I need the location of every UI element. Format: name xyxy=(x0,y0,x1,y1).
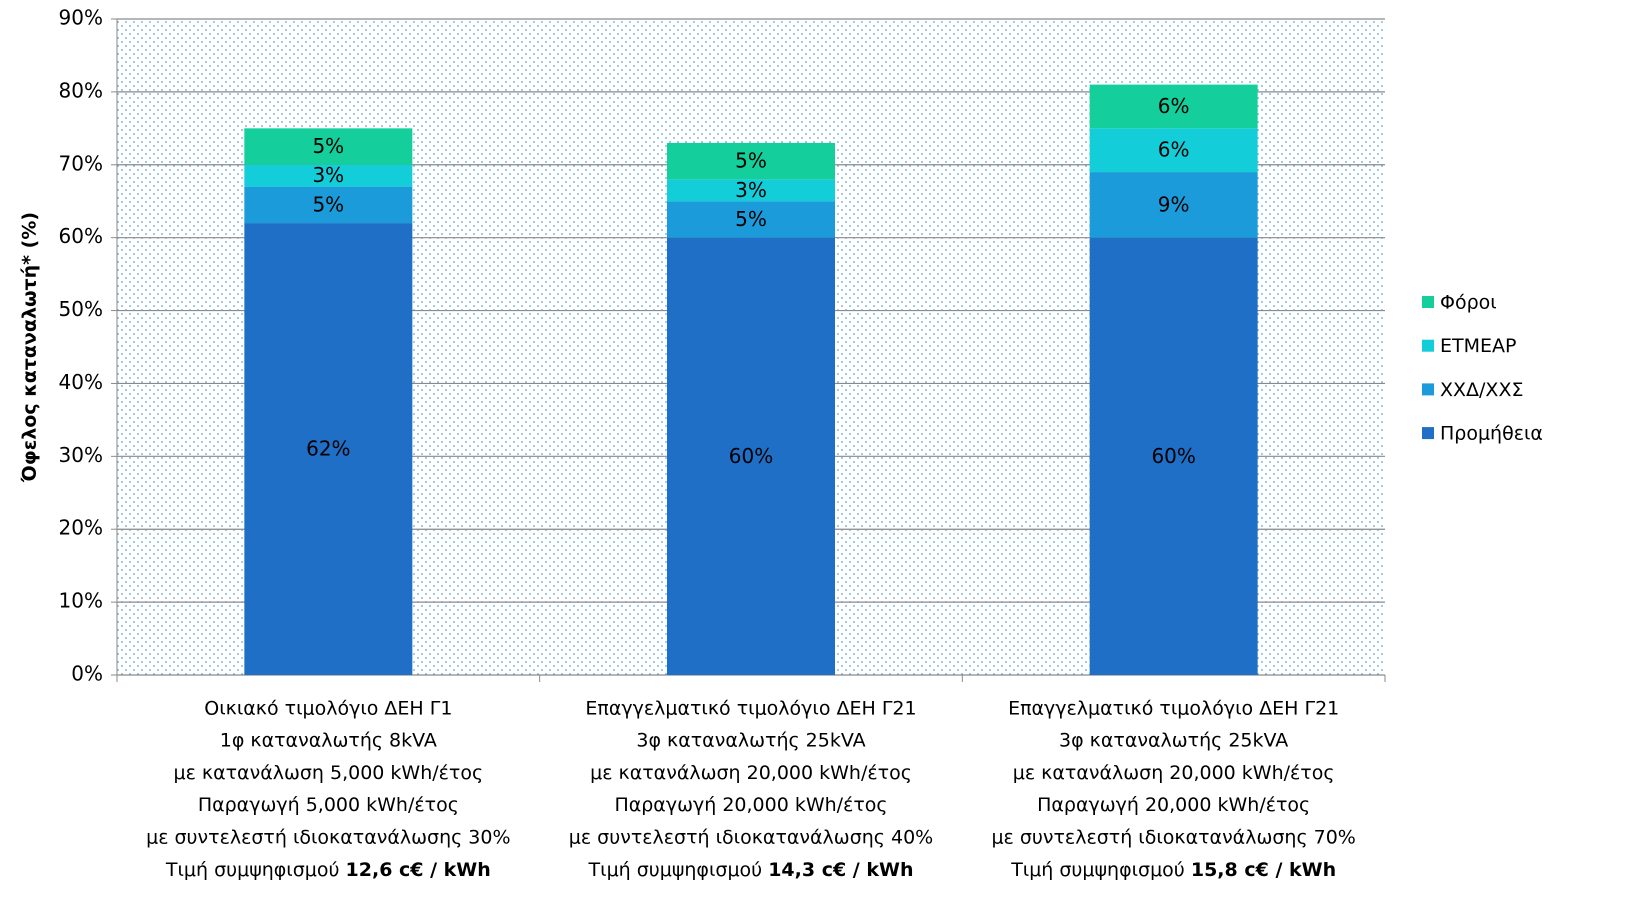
price: 14,3 c€ / kWh xyxy=(768,859,913,881)
bar-segment xyxy=(667,201,835,238)
bar-segment xyxy=(1089,128,1258,173)
x-tick-label: με συντελεστή ιδιοκατανάλωσης 40% xyxy=(569,826,933,848)
y-tick-label: 50% xyxy=(59,297,103,321)
legend-swatch xyxy=(1422,339,1434,352)
data-label: 6% xyxy=(1158,138,1190,162)
price-label: Τιμή συμψηφισμού xyxy=(1010,859,1185,881)
legend-swatch xyxy=(1422,296,1434,308)
legend-label: Προμήθεια xyxy=(1440,423,1543,445)
bar-segment xyxy=(667,237,835,675)
data-label: 62% xyxy=(306,437,350,461)
y-tick-label: 30% xyxy=(59,443,103,467)
x-tick-label: Τιμή συμψηφισμού 14,3 c€ / kWh xyxy=(588,859,914,881)
x-tick-label: Οικιακό τιμολόγιο ΔΕΗ Γ1 xyxy=(204,698,452,720)
x-tick-label: Επαγγελματικό τιμολόγιο ΔΕΗ Γ21 xyxy=(585,698,916,720)
x-tick-label: με κατανάλωση 20,000 kWh/έτος xyxy=(590,762,912,784)
data-label: 5% xyxy=(735,149,767,173)
y-tick-label: 90% xyxy=(59,6,103,30)
bar-segment xyxy=(1089,237,1258,675)
x-tick-label: Επαγγελματικό τιμολόγιο ΔΕΗ Γ21 xyxy=(1008,698,1339,720)
y-tick-label: 0% xyxy=(71,662,103,686)
bar-segment xyxy=(1089,84,1258,129)
data-label: 5% xyxy=(312,134,344,158)
y-tick-label: 20% xyxy=(59,516,103,540)
bar-segment xyxy=(244,128,413,165)
y-tick-label: 70% xyxy=(59,151,103,175)
data-label: 60% xyxy=(1151,444,1195,468)
price-label: Τιμή συμψηφισμού xyxy=(165,859,340,881)
price-label: Τιμή συμψηφισμού xyxy=(588,859,763,881)
legend-swatch xyxy=(1422,427,1434,440)
bar-segment xyxy=(667,179,835,202)
legend-label: ΧΧΔ/ΧΧΣ xyxy=(1440,379,1523,401)
legend-swatch xyxy=(1422,383,1434,396)
bar-segment xyxy=(667,142,835,180)
x-tick-label: Παραγωγή 20,000 kWh/έτος xyxy=(1037,794,1310,816)
x-tick-label: Τιμή συμψηφισμού 12,6 c€ / kWh xyxy=(165,859,491,881)
bar-segment xyxy=(244,186,413,224)
data-label: 3% xyxy=(735,178,767,202)
data-label: 6% xyxy=(1158,94,1190,118)
x-tick-label: με συντελεστή ιδιοκατανάλωσης 70% xyxy=(991,826,1355,848)
x-tick-label: 3φ καταναλωτής 25kVA xyxy=(1059,730,1288,752)
data-label: 3% xyxy=(312,163,344,187)
y-tick-label: 60% xyxy=(59,224,103,248)
x-tick-label: Παραγωγή 20,000 kWh/έτος xyxy=(614,794,887,816)
legend-label: ΕΤΜΕΑΡ xyxy=(1440,335,1516,357)
x-tick-label: με κατανάλωση 20,000 kWh/έτος xyxy=(1013,762,1335,784)
y-tick-label: 80% xyxy=(59,78,103,102)
x-tick-label: με συντελεστή ιδιοκατανάλωσης 30% xyxy=(146,826,510,848)
data-label: 5% xyxy=(312,192,344,216)
data-label: 60% xyxy=(729,444,773,468)
price: 15,8 c€ / kWh xyxy=(1191,859,1336,881)
bar-segment xyxy=(1089,172,1258,238)
x-tick-label: 1φ καταναλωτής 8kVA xyxy=(220,730,437,752)
x-tick-label: 3φ καταναλωτής 25kVA xyxy=(636,730,865,752)
data-label: 9% xyxy=(1158,192,1190,216)
x-tick-label: Τιμή συμψηφισμού 15,8 c€ / kWh xyxy=(1010,859,1336,881)
data-label: 5% xyxy=(735,207,767,231)
bar-segment xyxy=(244,164,413,187)
x-tick-label: Παραγωγή 5,000 kWh/έτος xyxy=(198,794,459,816)
bar-segment xyxy=(244,223,413,676)
y-tick-label: 10% xyxy=(59,589,103,613)
y-tick-label: 40% xyxy=(59,370,103,394)
price: 12,6 c€ / kWh xyxy=(346,859,491,881)
x-tick-label: με κατανάλωση 5,000 kWh/έτος xyxy=(174,762,484,784)
legend-label: Φόροι xyxy=(1440,292,1497,314)
y-axis-label: Όφελος καταναλωτή* (%) xyxy=(19,212,41,483)
